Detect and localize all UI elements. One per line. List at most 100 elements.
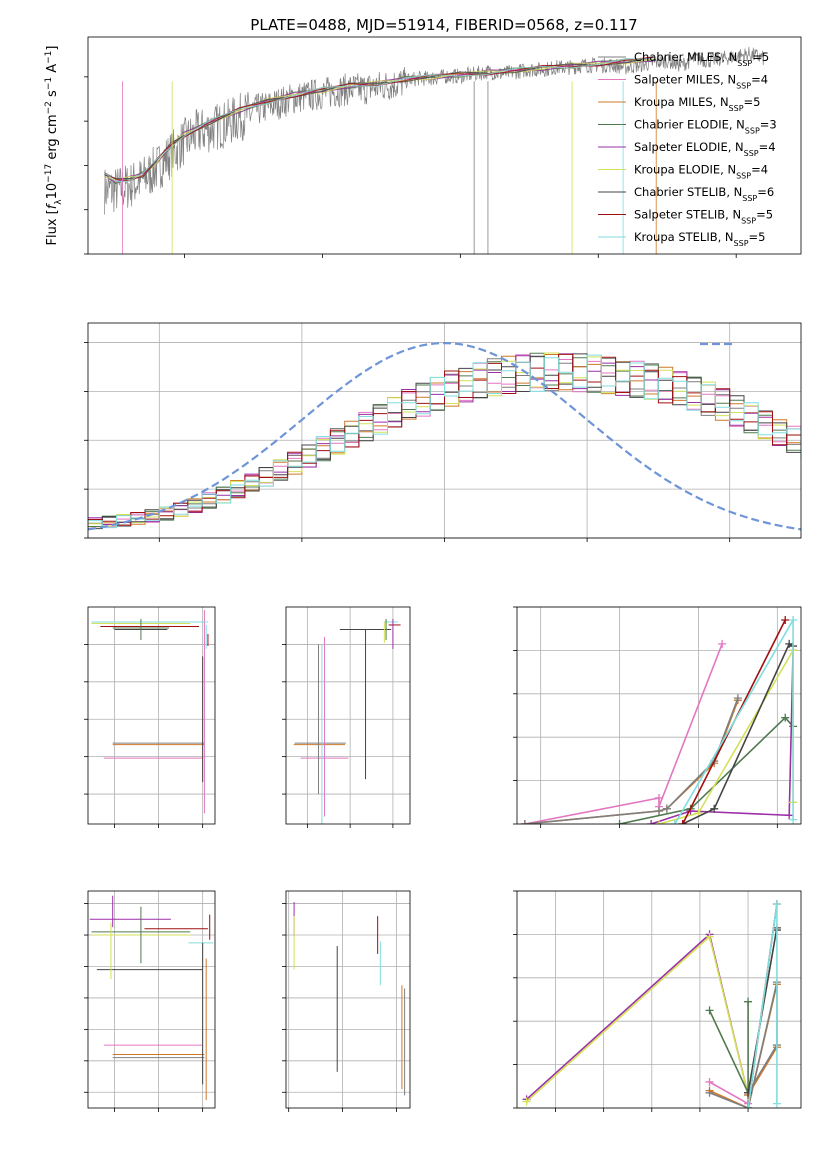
series-line bbox=[682, 642, 794, 824]
plot-area-age-vs-mass bbox=[293, 618, 401, 824]
series-marker bbox=[678, 820, 687, 824]
model-spectrum bbox=[104, 56, 654, 180]
legend-sub: SSP bbox=[744, 149, 759, 158]
figure-title: PLATE=0488, MJD=51914, FIBERID=0568, z=0… bbox=[250, 16, 637, 34]
panel-age-vs-mass bbox=[282, 606, 411, 828]
legend-eq: = bbox=[756, 208, 766, 222]
series-marker bbox=[705, 932, 714, 941]
model-spectrum bbox=[104, 58, 654, 181]
plot-area-mass-vs-EBV bbox=[293, 902, 406, 1096]
series-marker bbox=[772, 900, 781, 909]
grid-mass-vs-EBV bbox=[286, 891, 410, 1108]
axes-frame bbox=[87, 606, 216, 825]
legend-eq: = bbox=[757, 185, 767, 199]
legend-n: 4 bbox=[761, 73, 768, 87]
panel-weight-vs-age bbox=[513, 606, 802, 828]
legend-sub: SSP bbox=[736, 171, 751, 180]
legend-n: 4 bbox=[761, 163, 768, 177]
panel-age-vs-Z bbox=[84, 606, 216, 828]
y-axis-label-part: Flux [ bbox=[45, 209, 60, 245]
legend-label-text: Chabrier MILES, N bbox=[634, 50, 737, 64]
legend-label: Salpeter ELODIE, NSSP=4 bbox=[634, 140, 776, 158]
y-axis-label-part: f bbox=[45, 202, 60, 209]
series-marker bbox=[655, 806, 663, 815]
y-axis-label-part: ] bbox=[45, 46, 60, 51]
legend-n: 5 bbox=[753, 95, 760, 109]
legend-label-text: Chabrier ELODIE, N bbox=[634, 118, 745, 132]
series-marker bbox=[733, 694, 742, 703]
series-marker bbox=[718, 639, 727, 648]
series-marker bbox=[655, 793, 663, 802]
legend-sub: SSP bbox=[729, 104, 744, 113]
axes-frame bbox=[87, 890, 216, 1109]
series-marker bbox=[785, 811, 794, 820]
y-axis-label: Flux [fλ10−17 erg cm−2 s−1 A−1] bbox=[44, 46, 64, 246]
legend-label-text: Salpeter STELIB, N bbox=[634, 208, 741, 222]
legend-label-text: Chabrier STELIB, N bbox=[634, 185, 742, 199]
series-marker bbox=[520, 820, 529, 824]
legend-n: 5 bbox=[766, 208, 773, 222]
legend-label-text: Kroupa STELIB, N bbox=[634, 230, 734, 244]
series-marker bbox=[662, 804, 671, 813]
legend-eq: = bbox=[751, 163, 761, 177]
series-line bbox=[524, 643, 723, 824]
plot-area-weight-vs-age bbox=[520, 616, 798, 824]
legend-label-text: Kroupa ELODIE, N bbox=[634, 163, 736, 177]
y-axis-label-part: erg cm bbox=[45, 114, 60, 163]
legend-label: Chabrier ELODIE, NSSP=3 bbox=[634, 118, 777, 136]
legend-n: 5 bbox=[758, 230, 765, 244]
axes-frame bbox=[285, 890, 411, 1109]
series-marker bbox=[655, 820, 663, 824]
grid-weight-vs-age bbox=[517, 606, 801, 825]
legend-sub: SSP bbox=[742, 194, 757, 203]
legend-n: 5 bbox=[762, 50, 769, 64]
panel-residuals bbox=[84, 322, 802, 542]
series-marker bbox=[744, 997, 753, 1006]
axes-frame bbox=[285, 606, 411, 825]
panel-weight-vs-Z bbox=[513, 890, 802, 1112]
gaussian-curve bbox=[88, 341, 801, 531]
y-axis-label-part: λ bbox=[54, 199, 64, 205]
plot-area-mass-vs-Z bbox=[89, 895, 214, 1101]
legend-label: Chabrier MILES, NSSP=5 bbox=[634, 50, 769, 68]
series-line bbox=[524, 700, 739, 824]
legend-eq: = bbox=[752, 50, 762, 64]
y-axis-label-part: 10 bbox=[45, 183, 60, 200]
series-line bbox=[524, 697, 739, 824]
panel-spectrum: Flux [fλ10−17 erg cm−2 s−1 A−1]Chabrier … bbox=[44, 36, 802, 258]
series-line bbox=[709, 984, 778, 1108]
y-axis-label-part: A bbox=[45, 64, 60, 77]
series-line bbox=[650, 650, 794, 824]
legend-label: Kroupa ELODIE, NSSP=4 bbox=[634, 163, 768, 181]
legend-n: 3 bbox=[769, 118, 776, 132]
legend-eq: = bbox=[760, 118, 770, 132]
axes-frame bbox=[516, 890, 802, 1109]
series-line bbox=[619, 716, 794, 824]
series-marker bbox=[705, 1006, 714, 1015]
model-spectrum bbox=[104, 58, 654, 183]
series-marker bbox=[670, 820, 679, 824]
series-marker bbox=[744, 1104, 753, 1108]
legend-n: 6 bbox=[767, 185, 774, 199]
y-axis-label-part: −1 bbox=[44, 77, 54, 90]
legend-sub: SSP bbox=[741, 216, 756, 225]
axes-frame bbox=[516, 606, 802, 825]
legend-sub: SSP bbox=[745, 126, 760, 135]
legend-eq: = bbox=[759, 140, 769, 154]
axes-frame bbox=[87, 36, 802, 255]
series-marker bbox=[705, 1077, 714, 1086]
legend-eq: = bbox=[751, 73, 761, 87]
y-axis-label-part: −17 bbox=[44, 164, 54, 183]
legend-sub: SSP bbox=[737, 59, 752, 68]
series-marker bbox=[789, 616, 798, 625]
series-marker bbox=[647, 820, 656, 824]
plot-area-weight-vs-Z bbox=[522, 900, 781, 1108]
legend-label-text: Salpeter ELODIE, N bbox=[634, 140, 744, 154]
series-marker bbox=[615, 820, 624, 824]
y-axis-label-part: −1 bbox=[44, 51, 54, 64]
grid-mass-vs-Z bbox=[88, 891, 215, 1108]
panel-mass-vs-Z bbox=[84, 890, 216, 1112]
y-axis-label-part: s bbox=[45, 90, 60, 101]
axes-frame bbox=[87, 322, 802, 539]
